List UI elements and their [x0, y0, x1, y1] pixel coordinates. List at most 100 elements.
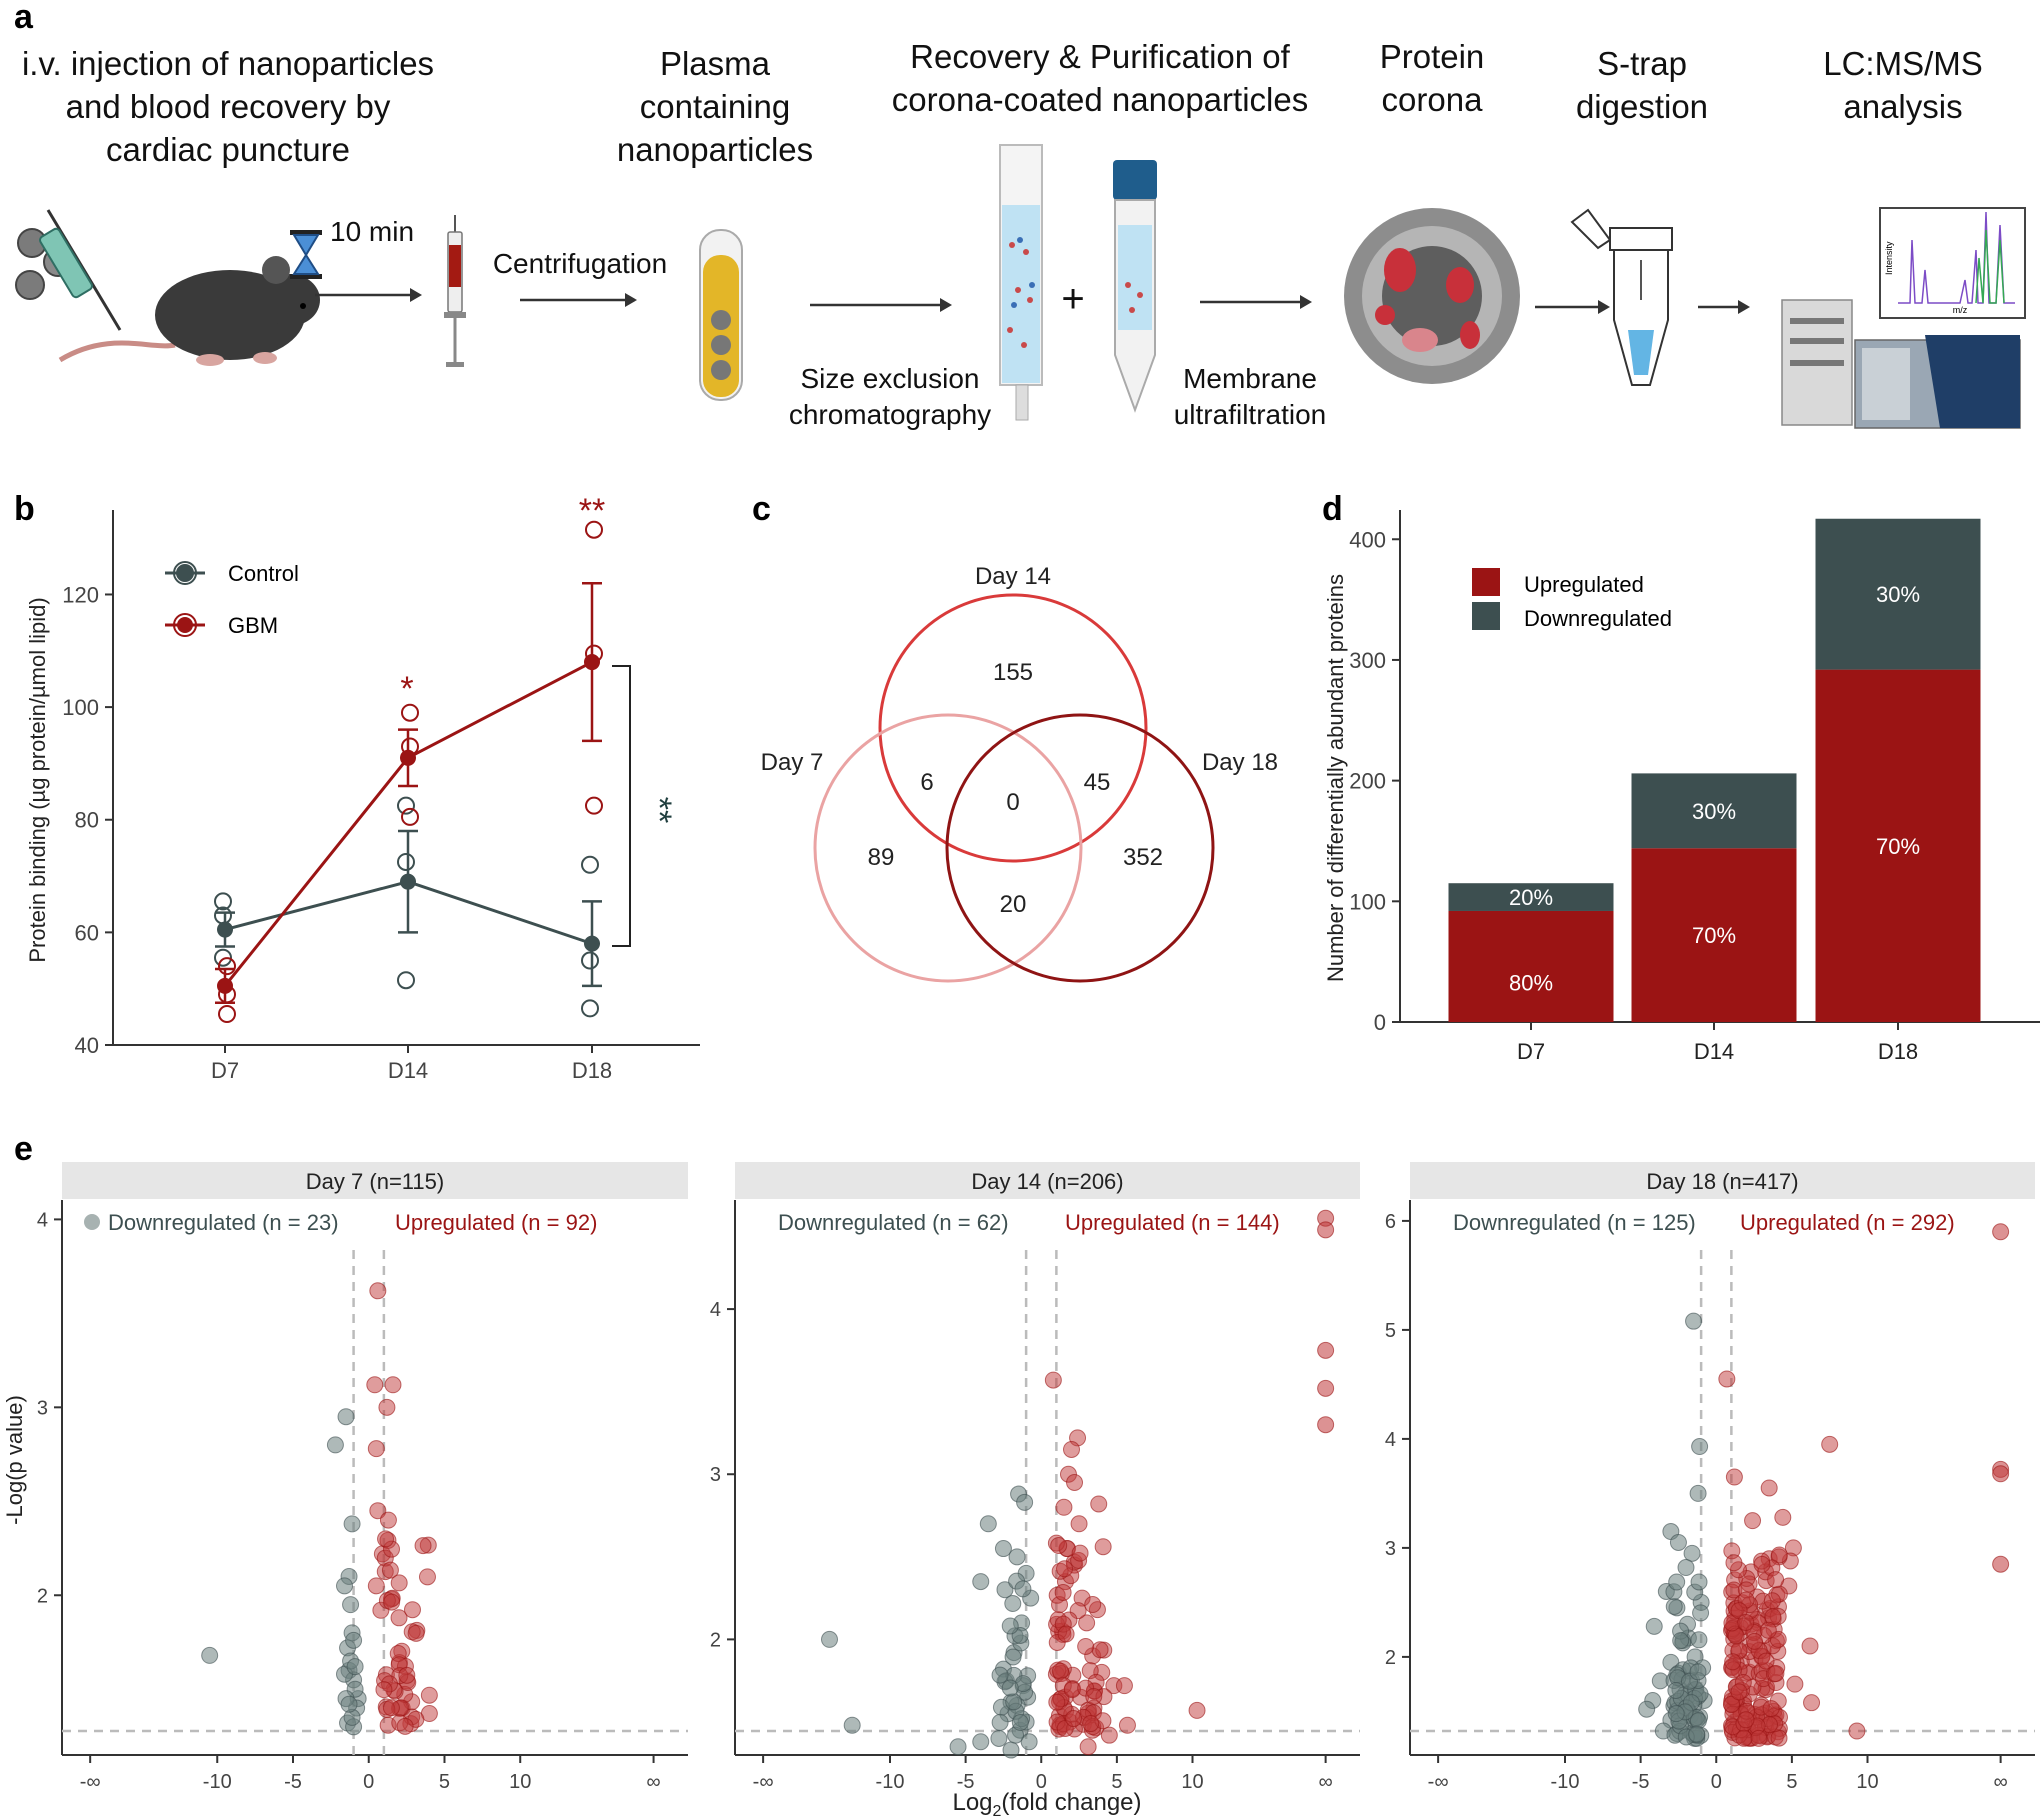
- volcano-point-up: [1094, 1538, 1112, 1556]
- d-legend: Upregulated Downregulated: [1472, 568, 1672, 631]
- blood-syringe-icon: [444, 215, 466, 367]
- volcano-point-up: [1767, 1571, 1785, 1589]
- volcano-point-down: [991, 1713, 1009, 1731]
- volcano-point-up: [398, 1666, 416, 1684]
- venn-day14-day18: 45: [1084, 769, 1111, 796]
- b-point-control: [214, 948, 232, 967]
- b-point-control: [581, 855, 599, 874]
- volcano-xtick-label: 0: [1711, 1771, 1722, 1793]
- volcano-point-up: [1188, 1701, 1206, 1719]
- b-legend: Control GBM: [165, 561, 299, 638]
- volcano-xtick-label: -∞: [80, 1771, 101, 1793]
- b-ytick-label: 80: [75, 808, 99, 833]
- volcano-xtick-label: 0: [1036, 1771, 1047, 1793]
- volcano-xtick-label: -5: [957, 1771, 975, 1793]
- venn-day14-only: 155: [993, 659, 1033, 686]
- volcano-point-up-inf: [1992, 1223, 2010, 1241]
- volcano-xtick-label: ∞: [1318, 1771, 1332, 1793]
- arrow-3-head: [940, 298, 952, 312]
- b-point-gbm: [585, 520, 603, 539]
- volcano-point-up: [377, 1530, 395, 1548]
- volcano-point-up: [396, 1717, 414, 1735]
- volcano-point-up: [1737, 1711, 1755, 1729]
- d-xtick-label: D14: [1694, 1039, 1734, 1064]
- volcano-point-down: [949, 1738, 967, 1756]
- volcano-ytick-label: 3: [37, 1397, 48, 1419]
- volcano-point-up: [1724, 1653, 1742, 1671]
- volcano-point-down: [1689, 1663, 1707, 1681]
- venn-all: 0: [1006, 789, 1019, 816]
- volcano-down-label: Downregulated (n = 62): [778, 1210, 1009, 1235]
- volcano-ytick-label: 2: [710, 1629, 721, 1651]
- d-bar-down-label: 30%: [1876, 582, 1920, 607]
- venn-day7-day18: 20: [1000, 891, 1027, 918]
- volcano-point-up: [1057, 1625, 1075, 1643]
- facet-title: Day 7 (n=115): [306, 1169, 444, 1194]
- volcano-point-down: [1001, 1617, 1019, 1635]
- b-mean-gbm: [400, 749, 416, 766]
- volcano-point-up: [1066, 1474, 1084, 1491]
- venn-label-day14: Day 14: [975, 563, 1051, 590]
- volcano-point-up: [378, 1398, 396, 1416]
- volcano-point-down: [1672, 1632, 1690, 1650]
- volcano-up-label: Upregulated (n = 292): [1740, 1210, 1955, 1235]
- volcano-point-up: [390, 1574, 408, 1592]
- volcano-point-up: [1079, 1738, 1097, 1756]
- volcano-point-up: [375, 1681, 393, 1699]
- venn-circle-day18: [945, 713, 1215, 983]
- venn-circle-day7: [813, 713, 1083, 983]
- b-mean-control: [217, 921, 233, 938]
- volcano-point-up: [1056, 1560, 1074, 1578]
- panel-c-venn: Day 14 Day 7 Day 18 155 6 0 45 89 352 20: [761, 563, 1278, 983]
- b-ytick-label: 120: [62, 582, 99, 607]
- volcano-point-up: [1054, 1583, 1072, 1601]
- volcano-facet-1: Day 7 (n=115) -∞ -10 -5 0 5 10 ∞ 2 3 4 Downregulate…: [37, 1162, 688, 1793]
- panel-label-b: b: [14, 490, 35, 528]
- volcano-point-down: [326, 1436, 344, 1454]
- facet-strip: [735, 1162, 1360, 1199]
- step-title-6-line-2: analysis: [1843, 88, 1962, 125]
- volcano-point-up: [1055, 1498, 1073, 1516]
- d-xtick-label: D18: [1878, 1039, 1918, 1064]
- b-bracket: [612, 665, 631, 947]
- b-mean-gbm: [217, 977, 233, 994]
- volcano-point-up: [1051, 1662, 1069, 1680]
- volcano-xtick-label: ∞: [1993, 1771, 2007, 1793]
- mass-spec-icon: Intensity m/z: [1781, 207, 2026, 429]
- volcano-point-up: [1745, 1632, 1763, 1650]
- volcano-point-up: [1801, 1637, 1819, 1655]
- d-bar-down-label: 30%: [1692, 799, 1736, 824]
- d-bar-up-label: 80%: [1509, 970, 1553, 995]
- volcano-point-down: [1016, 1493, 1034, 1511]
- step-title-3-line-1: Recovery & Purification of: [910, 38, 1290, 75]
- volcano-point-up: [366, 1376, 384, 1394]
- volcano-point-up-inf: [1317, 1221, 1335, 1239]
- volcano-point-down: [1645, 1617, 1663, 1635]
- protein-corona-icon: [1344, 208, 1520, 384]
- panel-e-volcano: Day 7 (n=115) -∞ -10 -5 0 5 10 ∞ 2 3 4 Downregulate…: [37, 1162, 2035, 1793]
- d-bar-up-label: 70%: [1692, 923, 1736, 948]
- d-bar-up: [1815, 669, 1981, 1022]
- volcano-point-down: [1667, 1681, 1685, 1699]
- volcano-point-down: [1020, 1733, 1038, 1751]
- volcano-point-up: [1762, 1700, 1780, 1718]
- facet-title: Day 18 (n=417): [1646, 1169, 1798, 1194]
- volcano-point-down: [1005, 1693, 1023, 1711]
- volcano-up-label: Upregulated (n = 92): [395, 1210, 597, 1235]
- volcano-point-down: [1669, 1533, 1687, 1551]
- volcano-point-up: [1065, 1710, 1083, 1728]
- volcano-point-up: [1100, 1726, 1118, 1744]
- membrane-label-line1: Membrane: [1183, 363, 1317, 394]
- d-bar-down-label: 20%: [1509, 885, 1553, 910]
- volcano-ytick-label: 4: [710, 1299, 721, 1321]
- volcano-point-down: [345, 1631, 363, 1649]
- sec-label-line2: chromatography: [789, 399, 991, 430]
- s-trap-icon: [1570, 208, 1673, 386]
- syringe-icon: [39, 209, 122, 331]
- volcano-xtick-label: 10: [1856, 1771, 1878, 1793]
- b-sig-d14: *: [400, 670, 413, 708]
- volcano-xtick-label: -∞: [1428, 1771, 1449, 1793]
- venn-day7-day14: 6: [920, 769, 933, 796]
- b-legend-gbm: GBM: [228, 613, 278, 638]
- b-point-gbm: [218, 1005, 236, 1024]
